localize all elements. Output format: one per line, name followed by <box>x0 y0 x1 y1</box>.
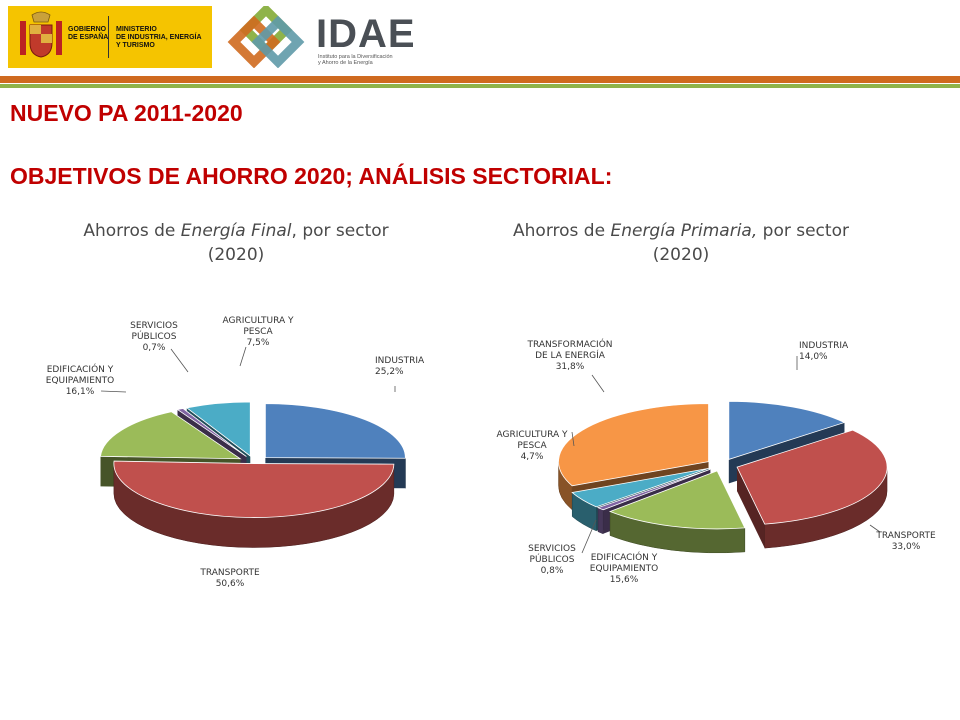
data-label-transformacion-de-la-energia: TRANSFORMACIÓN DE LA ENERGÍA 31,8% <box>526 338 612 372</box>
pie-chart-1: INDUSTRIA 25,2% TRANSPORTE 50,6% EDIFICACIÓN… <box>46 316 425 589</box>
green-stripe <box>0 84 960 88</box>
category-label-industria: INDUSTRIA <box>375 356 425 366</box>
slice-transporte <box>736 429 888 525</box>
gobierno-divider <box>108 16 109 58</box>
category-label-servicios-publicos: PÚBLICOS <box>132 330 177 342</box>
data-label-transporte: TRANSPORTE 50,6% <box>199 568 260 589</box>
data-label-industria: INDUSTRIA 25,2% <box>375 356 425 377</box>
value-label-servicios-publicos: 0,8% <box>541 566 564 576</box>
data-label-servicios-publicos: SERVICIOS PÚBLICOS 0,7% <box>130 321 178 353</box>
value-label-agricultura-y-pesca: 7,5% <box>247 338 270 348</box>
idae-title: IDAE <box>316 12 416 56</box>
slice-wall-transporte-1 <box>737 467 765 549</box>
category-label-edificacion-y-equipamiento: EDIFICACIÓN Y <box>47 363 114 375</box>
chart-title-primary-year: (2020) <box>652 245 710 265</box>
chart-title-primary-post: por sector <box>757 221 849 241</box>
data-label-edificacion-y-equipamiento: EDIFICACIÓN Y EQUIPAMIENTO 15,6% <box>590 551 658 585</box>
idae-logo: IDAE Instituto para la Diversificación y… <box>216 6 424 68</box>
category-label-transformacion-de-la-energia: TRANSFORMACIÓN <box>526 338 612 350</box>
data-label-agricultura-y-pesca: AGRICULTURA Y PESCA 4,7% <box>496 430 568 462</box>
slice-servicios-publicos <box>596 468 711 511</box>
coat-of-arms-icon <box>20 11 62 58</box>
ministerio-text: MINISTERIO DE INDUSTRIA, ENERGÍA Y TURIS… <box>116 26 202 49</box>
category-label-transformacion-de-la-energia: DE LA ENERGÍA <box>535 349 606 361</box>
category-label-edificacion-y-equipamiento: EDIFICACIÓN Y <box>591 551 658 563</box>
slice-servicios-publicos <box>176 408 247 457</box>
category-label-agricultura-y-pesca: PESCA <box>517 441 547 451</box>
slice-agricultura-y-pesca <box>571 467 709 508</box>
category-label-edificacion-y-equipamiento: EQUIPAMIENTO <box>590 564 658 574</box>
idae-subtitle: Instituto para la Diversificación y Ahor… <box>318 54 393 66</box>
value-label-edificacion-y-equipamiento: 16,1% <box>66 387 95 397</box>
category-label-transporte: TRANSPORTE <box>199 568 260 578</box>
chart-title-final-year: (2020) <box>207 245 265 265</box>
leader-line-transporte <box>869 524 881 533</box>
data-label-industria: INDUSTRIA 14,0% <box>799 341 849 362</box>
chart-title-final-em: Energía Final <box>180 221 292 241</box>
slice-side-servicios-publicos-0 <box>597 507 604 535</box>
slice-edificacion-y-equipamiento <box>608 470 746 530</box>
data-label-edificacion-y-equipamiento: EDIFICACIÓN Y EQUIPAMIENTO 16,1% <box>46 363 114 397</box>
category-label-industria: INDUSTRIA <box>799 341 849 351</box>
category-label-servicios-publicos: PÚBLICOS <box>530 553 575 565</box>
chart-title-final-post: , por sector <box>291 221 389 241</box>
orange-stripe <box>0 76 960 83</box>
data-label-transporte: TRANSPORTE 33,0% <box>875 531 936 552</box>
category-label-agricultura-y-pesca: PESCA <box>243 327 273 337</box>
idae-emblem-icon <box>227 6 305 68</box>
chart-title-final: Ahorros de Energía Final, por sector (20… <box>36 219 436 267</box>
category-label-transporte: TRANSPORTE <box>875 531 936 541</box>
category-label-agricultura-y-pesca: AGRICULTURA Y <box>496 430 568 440</box>
chart-title-primary-pre: Ahorros de <box>513 221 611 241</box>
value-label-transporte: 50,6% <box>216 579 245 589</box>
value-label-edificacion-y-equipamiento: 15,6% <box>610 575 639 585</box>
slice-agricultura-y-pesca <box>185 401 251 457</box>
chart-title-final-pre: Ahorros de <box>83 221 181 241</box>
value-label-agricultura-y-pesca: 4,7% <box>521 452 544 462</box>
leader-line-servicios-publicos <box>170 348 189 373</box>
leader-line-servicios-publicos <box>581 519 597 554</box>
value-label-servicios-publicos: 0,7% <box>143 343 166 353</box>
chart-title-primary-em: Energía Primaria, <box>610 221 758 241</box>
value-label-industria: 25,2% <box>375 367 404 377</box>
gobierno-logo: GOBIERNO DE ESPAÑA MINISTERIO DE INDUSTR… <box>8 6 212 68</box>
gobierno-text: GOBIERNO DE ESPAÑA <box>68 26 109 41</box>
chart-title-primary: Ahorros de Energía Primaria, por sector … <box>481 219 881 267</box>
value-label-transformacion-de-la-energia: 31,8% <box>556 362 585 372</box>
category-label-agricultura-y-pesca: AGRICULTURA Y <box>222 316 294 326</box>
heading-plan: NUEVO PA 2011-2020 <box>10 100 243 126</box>
slice-industria <box>728 401 846 460</box>
category-label-servicios-publicos: SERVICIOS <box>528 544 576 554</box>
leader-line-edificacion-y-equipamiento <box>100 390 127 393</box>
leader-line-agricultura-y-pesca <box>239 346 247 367</box>
data-label-servicios-publicos: SERVICIOS PÚBLICOS 0,8% <box>528 544 576 576</box>
value-label-transporte: 33,0% <box>892 542 921 552</box>
category-label-servicios-publicos: SERVICIOS <box>130 321 178 331</box>
slice-transporte <box>113 460 395 518</box>
data-label-agricultura-y-pesca: AGRICULTURA Y PESCA 7,5% <box>222 316 294 348</box>
category-label-edificacion-y-equipamiento: EQUIPAMIENTO <box>46 376 114 386</box>
leader-line-transformacion-de-la-energia <box>591 374 605 393</box>
slice-transformacion-de-la-energia <box>558 403 709 487</box>
logo-bar: GOBIERNO DE ESPAÑA MINISTERIO DE INDUSTR… <box>0 0 960 72</box>
slice-edificacion-y-equipamiento <box>100 411 242 460</box>
leader-line-agricultura-y-pesca <box>571 431 575 447</box>
pie-chart-2: INDUSTRIA 14,0% TRANSPORTE 33,0% EDIFICACIÓN… <box>496 338 935 585</box>
heading-objectives: OBJETIVOS DE AHORRO 2020; ANÁLISIS SECTO… <box>10 163 613 189</box>
slice-industria <box>264 403 406 459</box>
value-label-industria: 14,0% <box>799 352 828 362</box>
